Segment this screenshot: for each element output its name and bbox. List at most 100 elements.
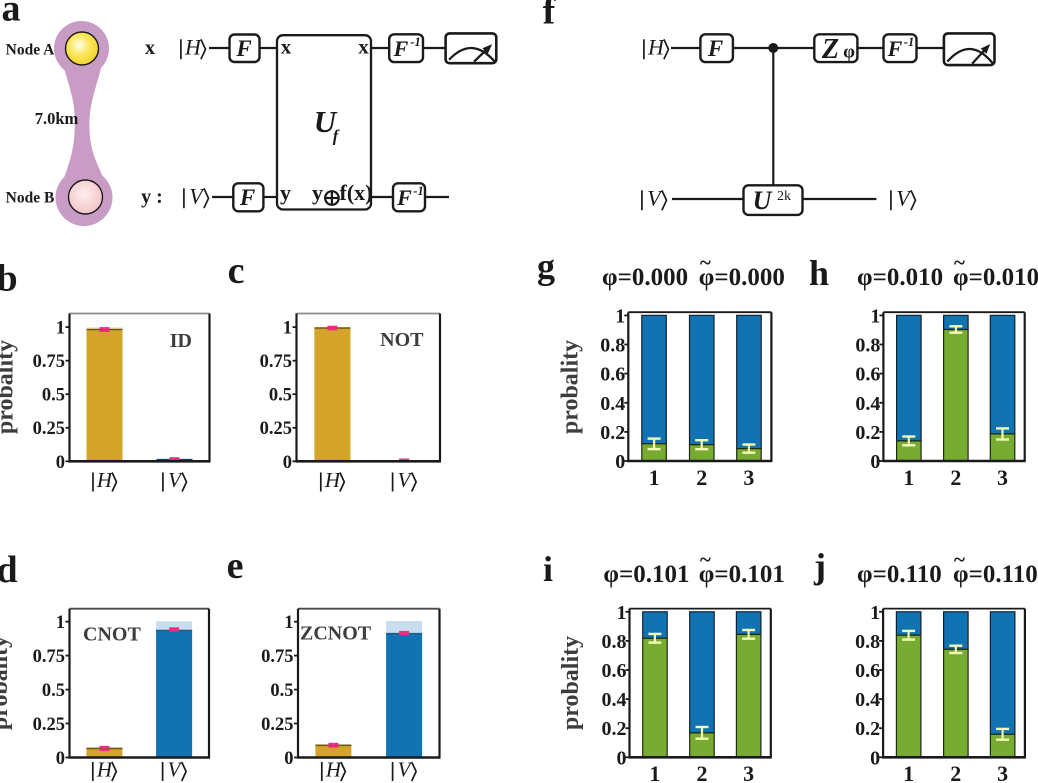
svg-text:0: 0 xyxy=(284,749,293,769)
svg-text:H: H xyxy=(96,468,114,492)
svg-text:H: H xyxy=(325,758,343,782)
svg-text:U: U xyxy=(314,104,338,139)
svg-text:f(x): f(x) xyxy=(340,180,373,205)
svg-text:0.25: 0.25 xyxy=(260,419,292,439)
svg-text:0.75: 0.75 xyxy=(33,352,65,372)
svg-text:~: ~ xyxy=(700,548,711,572)
svg-text:0.4: 0.4 xyxy=(855,689,880,711)
svg-text:φ=0.010: φ=0.010 xyxy=(857,264,943,291)
svg-text:F: F xyxy=(396,185,412,210)
svg-text:0.5: 0.5 xyxy=(42,386,65,406)
svg-text:-1: -1 xyxy=(410,35,420,49)
svg-text:d: d xyxy=(0,549,18,591)
svg-text:H: H xyxy=(96,758,114,782)
svg-text:0.5: 0.5 xyxy=(269,386,292,406)
svg-text:H: H xyxy=(184,35,202,60)
svg-text:f: f xyxy=(543,0,557,33)
svg-text:0.6: 0.6 xyxy=(602,660,627,682)
svg-text:1: 1 xyxy=(615,305,625,327)
svg-text:0.6: 0.6 xyxy=(855,364,880,386)
svg-text:0.6: 0.6 xyxy=(855,660,880,682)
svg-text:1: 1 xyxy=(649,465,660,490)
svg-text:0.75: 0.75 xyxy=(33,647,65,667)
svg-text:y: y xyxy=(312,180,323,205)
svg-text:Z: Z xyxy=(821,34,839,65)
svg-text:φ=0.000: φ=0.000 xyxy=(602,264,688,291)
svg-text:1: 1 xyxy=(649,761,660,783)
svg-text:0.2: 0.2 xyxy=(602,718,627,740)
svg-text:1: 1 xyxy=(56,319,65,339)
svg-text:0.8: 0.8 xyxy=(602,631,627,653)
svg-text:x: x xyxy=(281,35,292,59)
svg-text:φ=0.101: φ=0.101 xyxy=(699,561,785,588)
svg-text:V: V xyxy=(896,186,912,211)
svg-text:y :: y : xyxy=(141,186,163,208)
svg-text:0.2: 0.2 xyxy=(855,718,880,740)
svg-text:F: F xyxy=(707,36,723,61)
svg-text:y: y xyxy=(280,180,291,205)
svg-text:V: V xyxy=(168,758,183,782)
svg-text:0.75: 0.75 xyxy=(260,352,292,372)
svg-text:1: 1 xyxy=(903,465,914,490)
svg-text:b: b xyxy=(0,258,18,300)
svg-text:0: 0 xyxy=(56,749,65,769)
svg-text:ZCNOT: ZCNOT xyxy=(300,623,372,645)
svg-text:0.25: 0.25 xyxy=(33,419,65,439)
svg-text:U: U xyxy=(753,186,773,215)
svg-text:0.6: 0.6 xyxy=(600,364,625,386)
svg-text:F: F xyxy=(239,185,255,210)
svg-text:F: F xyxy=(393,36,409,61)
svg-text:probality: probality xyxy=(0,340,19,434)
svg-text:0.8: 0.8 xyxy=(600,335,625,357)
svg-text:φ=0.010: φ=0.010 xyxy=(953,264,1038,291)
svg-text:3: 3 xyxy=(743,761,754,783)
svg-text:0: 0 xyxy=(870,747,880,769)
svg-text:φ: φ xyxy=(843,42,855,63)
svg-text:0.8: 0.8 xyxy=(855,335,880,357)
svg-text:0.4: 0.4 xyxy=(600,393,625,415)
svg-text:0: 0 xyxy=(615,451,625,473)
svg-text:3: 3 xyxy=(743,465,754,490)
svg-text:0.4: 0.4 xyxy=(855,393,880,415)
svg-text:Node A: Node A xyxy=(6,42,55,59)
svg-text:~: ~ xyxy=(700,251,711,275)
svg-text:0: 0 xyxy=(56,453,65,473)
svg-text:V: V xyxy=(168,468,183,492)
svg-text:2k: 2k xyxy=(777,189,791,204)
svg-text:0.2: 0.2 xyxy=(600,422,625,444)
svg-text:c: c xyxy=(228,250,245,292)
svg-text:2: 2 xyxy=(950,465,961,490)
svg-text:1: 1 xyxy=(284,613,293,633)
svg-text:j: j xyxy=(813,546,826,586)
svg-text:1: 1 xyxy=(283,319,292,339)
svg-text:φ=0.110: φ=0.110 xyxy=(857,561,942,588)
svg-text:F: F xyxy=(887,36,903,61)
svg-text:~: ~ xyxy=(954,251,965,275)
svg-text:CNOT: CNOT xyxy=(83,624,141,646)
svg-text:0: 0 xyxy=(283,453,292,473)
svg-text:1: 1 xyxy=(617,602,627,624)
svg-text:H: H xyxy=(324,468,342,492)
svg-text:e: e xyxy=(227,545,244,587)
svg-text:a: a xyxy=(2,0,21,30)
svg-text:0.4: 0.4 xyxy=(602,689,627,711)
svg-text:f: f xyxy=(333,127,340,146)
svg-text:0.8: 0.8 xyxy=(855,631,880,653)
svg-text:2: 2 xyxy=(697,761,708,783)
svg-text:F: F xyxy=(235,36,251,61)
svg-text:V: V xyxy=(398,468,413,492)
svg-text:probality: probality xyxy=(558,636,584,730)
svg-text:φ=0.110: φ=0.110 xyxy=(953,561,1038,588)
svg-text:0: 0 xyxy=(617,747,627,769)
svg-text:1: 1 xyxy=(56,613,65,633)
svg-text:NOT: NOT xyxy=(380,329,424,351)
svg-text:i: i xyxy=(543,549,553,589)
svg-text:~: ~ xyxy=(954,548,965,572)
svg-text:x: x xyxy=(358,35,369,59)
svg-text:7.0km: 7.0km xyxy=(35,109,79,128)
svg-text:probality: probality xyxy=(0,636,13,730)
svg-text:V: V xyxy=(647,186,663,211)
svg-text:V: V xyxy=(189,184,205,209)
svg-text:1: 1 xyxy=(870,305,880,327)
svg-text:g: g xyxy=(537,247,555,287)
